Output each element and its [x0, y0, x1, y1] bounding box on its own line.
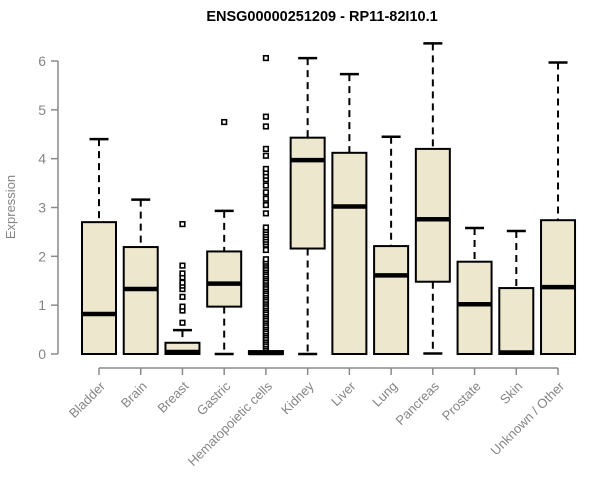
outlier-point	[262, 256, 270, 263]
outlier-point	[262, 182, 270, 189]
x-tick-label: Pancreas	[393, 378, 443, 428]
y-tick-label: 5	[38, 102, 46, 118]
x-tick-label: Breast	[154, 378, 191, 415]
y-axis-title: Expression	[3, 175, 18, 239]
box-Brain	[122, 246, 159, 355]
outlier-point	[179, 293, 186, 300]
box-Gastric	[206, 250, 243, 308]
box-Bladder	[81, 221, 117, 355]
x-tick-label: Gastric	[194, 378, 234, 418]
y-tick-label: 2	[38, 248, 46, 264]
y-tick-label: 1	[38, 297, 46, 313]
box-Prostate	[456, 260, 493, 355]
outlier-point	[262, 145, 270, 153]
outlier-point	[179, 221, 186, 228]
y-tick-label: 4	[38, 151, 46, 167]
outlier-point	[262, 195, 270, 202]
x-tick-label: Skin	[497, 379, 525, 407]
outlier-point	[262, 246, 270, 254]
x-tick-label: Bladder	[66, 378, 109, 421]
outlier-point	[221, 118, 228, 126]
box-Pancreas	[414, 147, 451, 283]
outlier-point	[262, 165, 270, 173]
box-Kidney	[289, 136, 326, 250]
y-tick-label: 6	[38, 53, 46, 69]
x-tick-label: Brain	[118, 379, 150, 411]
x-tick-label: Unknown / Other	[488, 378, 568, 458]
box-Liver	[331, 151, 368, 355]
outlier-point	[179, 279, 186, 286]
y-tick-label: 3	[38, 200, 46, 216]
outlier-point	[262, 123, 270, 130]
box-Skin	[498, 287, 535, 356]
outlier-point	[179, 262, 186, 269]
outlier-point	[179, 270, 186, 277]
chart-title: ENSG00000251209 - RP11-82I10.1	[206, 9, 437, 25]
x-tick-label: Liver	[328, 378, 359, 409]
box-Lung	[373, 245, 410, 356]
outlier-point	[179, 303, 186, 310]
outlier-point	[262, 54, 270, 62]
outlier-point	[179, 319, 186, 326]
outlier-point	[262, 210, 270, 217]
outlier-point	[262, 152, 270, 159]
outlier-point	[262, 201, 270, 209]
x-tick-label: Kidney	[278, 378, 317, 417]
y-tick-label: 0	[38, 346, 46, 362]
outlier-point	[262, 189, 270, 196]
x-tick-label: Prostate	[439, 379, 484, 424]
outlier-point	[262, 113, 270, 120]
x-tick-label: Lung	[369, 379, 400, 410]
outlier-point	[262, 224, 270, 231]
